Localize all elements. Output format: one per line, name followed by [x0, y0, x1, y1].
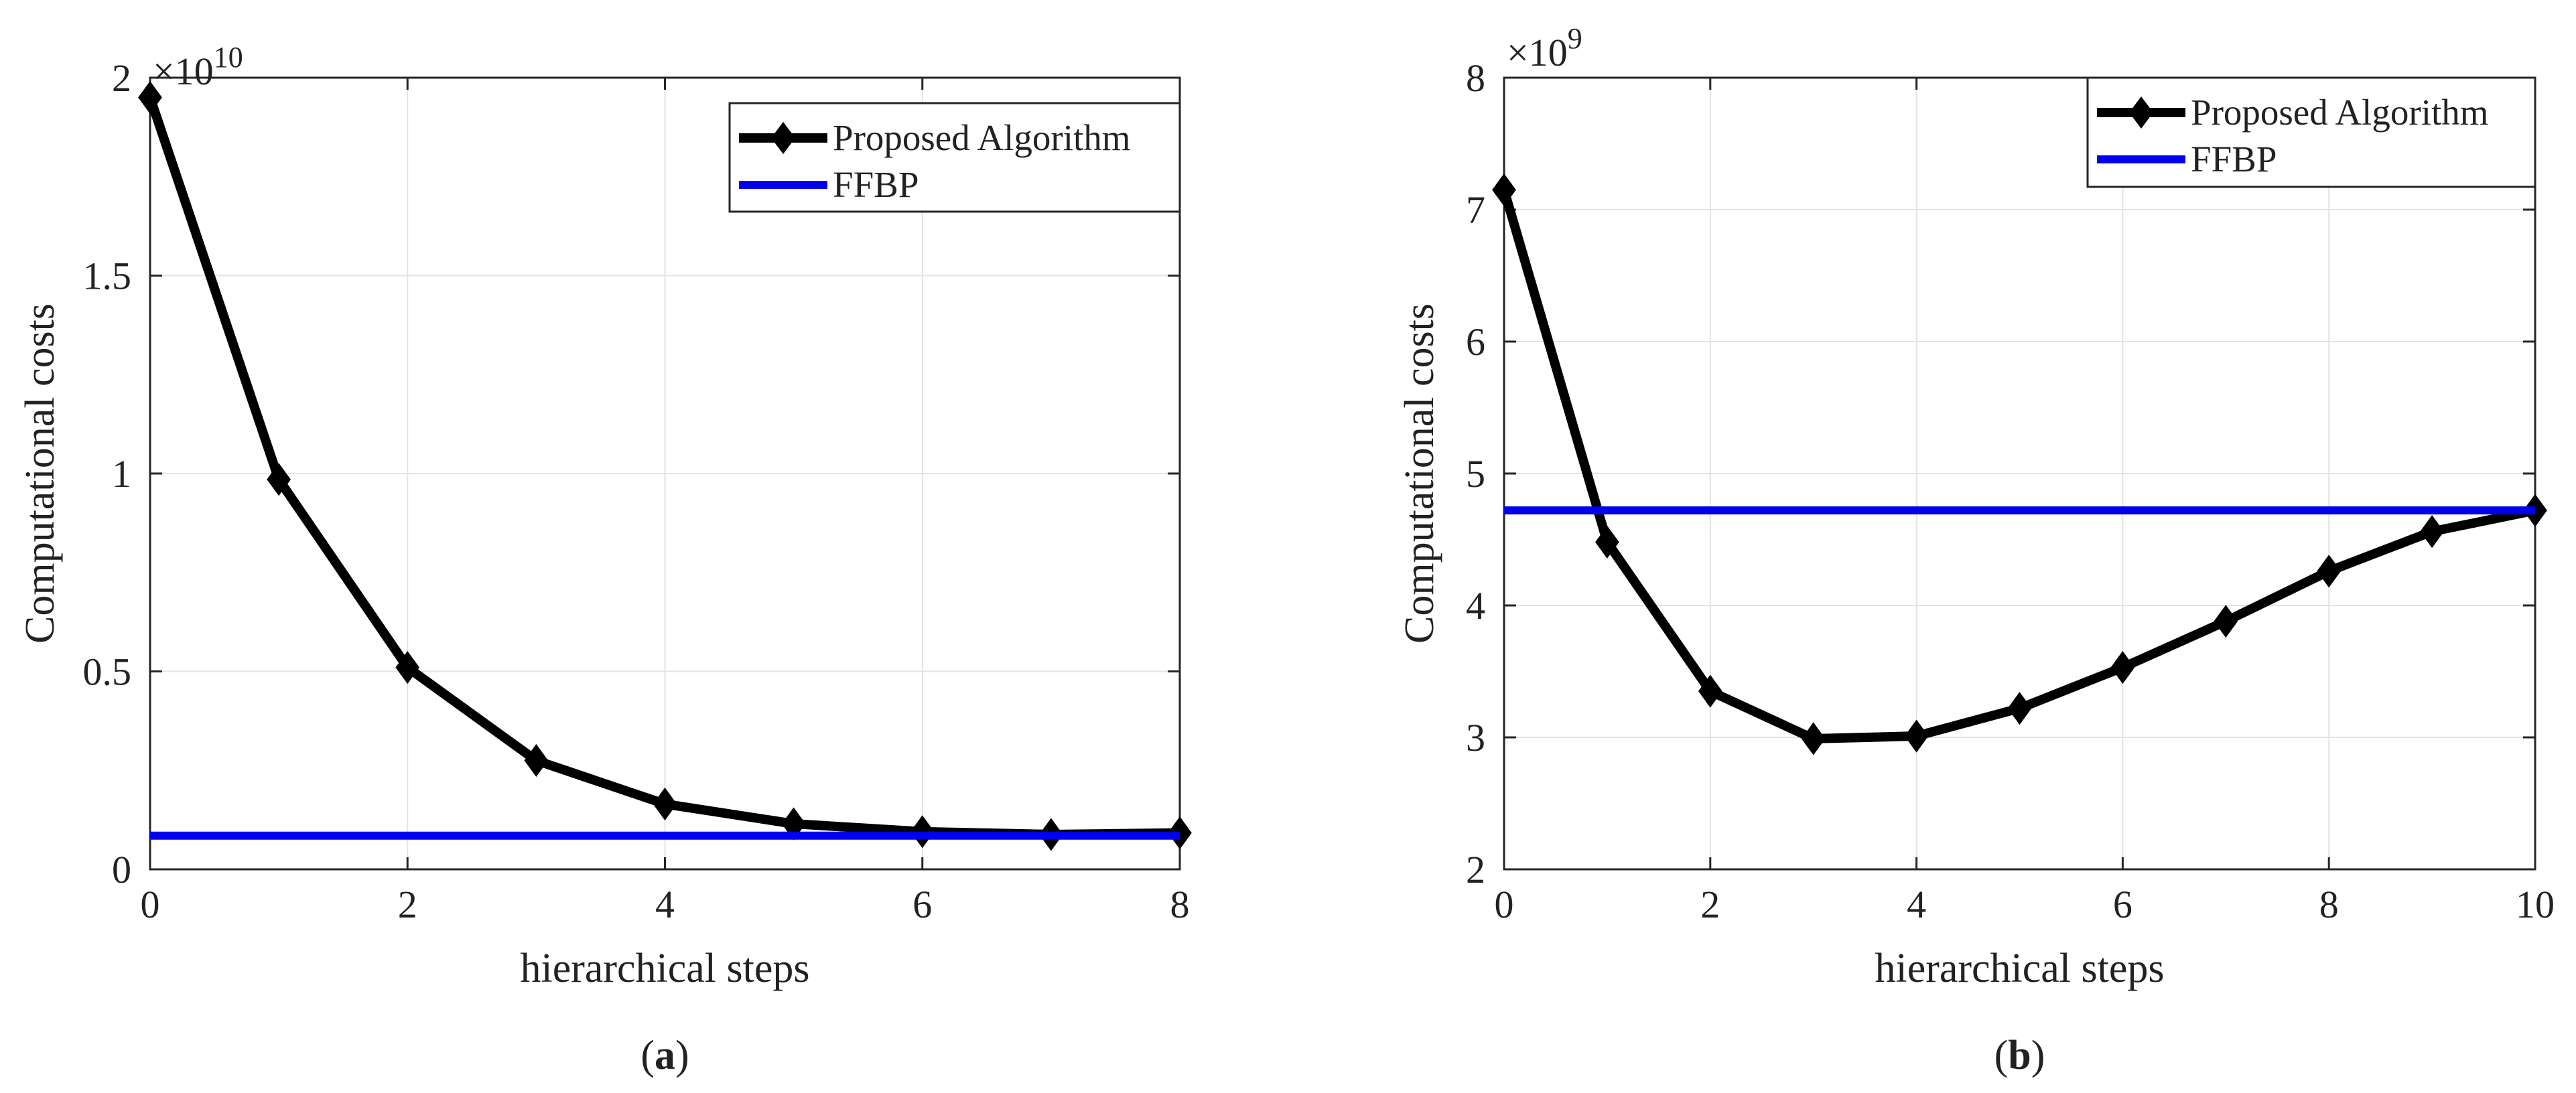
y-tick-label: 3: [1466, 716, 1485, 759]
data-point-marker: [1492, 173, 1516, 207]
data-point-marker: [2420, 515, 2444, 549]
y-tick-label: 2: [1466, 848, 1485, 891]
caption-paren: (: [1994, 1033, 2009, 1078]
data-point-marker: [524, 743, 549, 778]
legend-box: [728, 102, 1181, 213]
y-axis-label: Computational costs: [1397, 303, 1442, 644]
data-point-marker: [2007, 692, 2032, 725]
y-exponent-power: 10: [214, 41, 243, 74]
legend-marker-swatch: [2129, 96, 2153, 129]
data-point-marker: [1698, 674, 1722, 708]
data-point-marker: [1801, 722, 1826, 755]
data-point-marker: [267, 463, 291, 496]
data-point-marker: [2317, 555, 2342, 588]
legend-marker-swatch: [771, 122, 795, 154]
y-tick-label: 1: [112, 452, 131, 496]
x-tick-label: 6: [912, 883, 932, 926]
data-point-marker: [2214, 605, 2238, 638]
x-tick-label: 2: [1700, 883, 1720, 926]
y-exponent-power: 9: [1568, 22, 1582, 55]
y-tick-label: 5: [1466, 452, 1485, 496]
caption-paren: (: [640, 1033, 655, 1078]
x-tick-label: 4: [1907, 883, 1926, 926]
x-axis-label: hierarchical steps: [1875, 946, 2164, 991]
caption-paren: ): [675, 1033, 689, 1078]
x-tick-label: 6: [2113, 883, 2132, 926]
data-point-marker: [138, 80, 162, 115]
series-line-proposed: [1499, 188, 2536, 743]
legend-entry-label: FFBP: [833, 164, 919, 205]
x-tick-label: 8: [2319, 883, 2339, 926]
legend-box: [2086, 76, 2536, 188]
x-tick-label: 0: [1495, 883, 1514, 926]
legend-entry-label: FFBP: [2191, 139, 2277, 179]
caption-letter: a: [655, 1033, 675, 1078]
chart-panel-a: 0 2 4 6 8 0 0.5 1 1.5 2 ×1010 hierarchical steps Com…: [17, 41, 1192, 1078]
y-tick-label: 7: [1466, 188, 1485, 232]
caption-paren: ): [2031, 1033, 2045, 1078]
data-point-marker: [1595, 525, 1619, 559]
y-exponent-label: ×1010: [153, 41, 243, 93]
legend-entry-label: Proposed Algorithm: [2191, 92, 2489, 133]
y-tick-label: 0.5: [83, 650, 132, 694]
panel-caption: (b): [1994, 1033, 2045, 1078]
data-point-marker: [2110, 651, 2135, 684]
y-tick-label: 4: [1466, 584, 1485, 628]
data-point-marker: [653, 787, 677, 821]
x-tick-label: 2: [398, 883, 417, 926]
caption-letter: b: [2008, 1033, 2031, 1078]
x-tick-label: 10: [2516, 883, 2555, 926]
legend-entry-label: Proposed Algorithm: [833, 117, 1131, 158]
y-tick-label: 2: [112, 56, 131, 100]
x-axis-label: hierarchical steps: [520, 946, 809, 991]
panel-caption: (a): [640, 1033, 689, 1078]
y-exponent-base: ×10: [1507, 31, 1568, 74]
data-point-marker: [395, 651, 420, 684]
y-tick-label: 8: [1466, 56, 1485, 100]
x-tick-label: 0: [141, 883, 160, 926]
y-tick-label: 6: [1466, 320, 1485, 364]
x-tick-label: 4: [655, 883, 675, 926]
y-exponent-base: ×10: [153, 50, 214, 93]
y-exponent-label: ×109: [1507, 22, 1582, 74]
y-tick-label: 0: [112, 848, 131, 891]
y-tick-label: 1.5: [83, 254, 132, 298]
x-tick-label: 8: [1170, 883, 1190, 926]
y-axis-label: Computational costs: [17, 303, 63, 644]
data-point-marker: [1904, 719, 1929, 753]
